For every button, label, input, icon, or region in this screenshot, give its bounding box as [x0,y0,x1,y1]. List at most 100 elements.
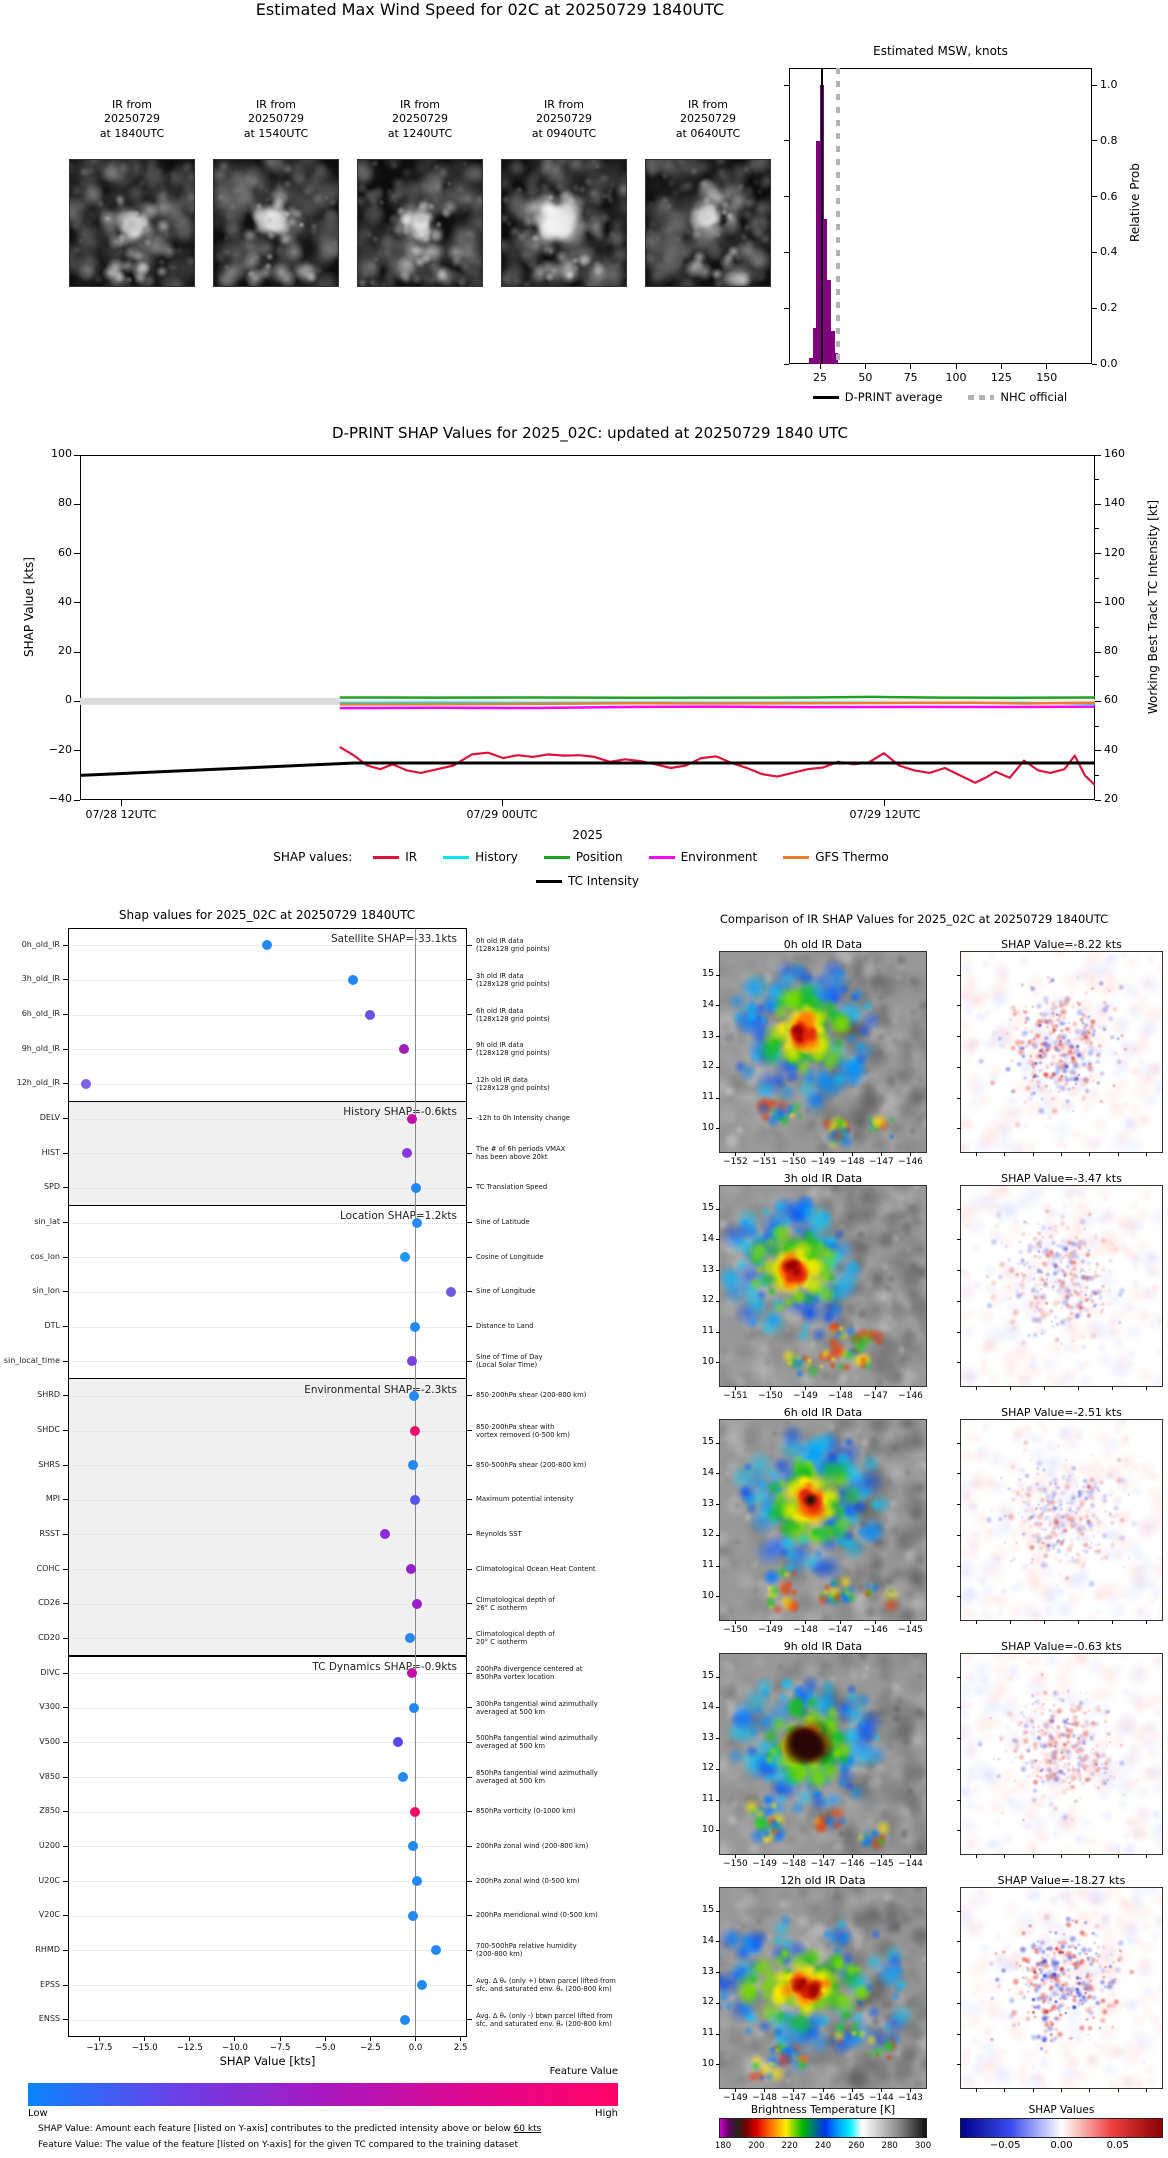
lon-tick-mark [804,1386,806,1390]
shap-map-12h [960,1887,1163,2089]
ts-ytick-mark-right [1095,503,1101,505]
ir-thumb-label-line: IR from [544,98,584,111]
shap-lon-tick-mark [1078,1386,1080,1390]
feature-description-line: 850-200hPa shear (200-800 km) [476,1391,587,1400]
lon-tick-mark [840,1386,841,1390]
lat-tick-mark [716,1676,720,1678]
shap-lat-tick-mark [957,2033,961,2035]
desc-tick [467,1880,472,1882]
dotplot-gridline [68,1499,467,1501]
lon-tick-mark [910,1854,912,1858]
desc-tick [467,1464,472,1466]
hist-legend-label: NHC official [1000,390,1068,404]
feature-tick [63,944,68,946]
hist-ytick-mark [1092,140,1097,142]
lat-tick-label: 14 [701,1700,714,1712]
feature-description-line: Climatological depth of [476,1595,555,1604]
feature-description: 12h old IR data (128x128 grid points) [476,1076,666,1092]
ir-thumb-label: IR from 20250729 at 1540UTC [214,98,338,141]
feature-description-line: Avg. Δ θₑ (only +) btwn parcel lifted fr… [476,1977,616,1986]
dotplot-title: Shap values for 2025_02C at 20250729 184… [118,908,416,922]
feature-label: V500 [39,1736,60,1746]
shap-lon-tick-mark [975,1620,977,1624]
ts-minor-tick-right [1095,774,1099,776]
lat-tick-mark [716,2002,720,2004]
shap-dot [379,1529,390,1540]
feature-description: 700-500hPa relative humidity (200-800 km) [476,1942,666,1958]
dotplot-xtick-mark [189,2037,191,2041]
ir-thumb-label-line: at 1840UTC [99,126,165,140]
feature-description-line: 200hPa meridional wind (0-500 km) [476,1911,598,1920]
desc-tick [467,1187,472,1189]
lat-tick-mark [716,1473,720,1475]
feature-label: SHDC [37,1425,60,1435]
dotplot-gridline [68,979,467,981]
dotplot-gridline [68,1049,467,1051]
ir-map-9h [719,1653,927,1855]
desc-tick [467,1568,472,1570]
shap-dot [347,974,358,985]
shap-tick-label: 0.00 [1050,2140,1073,2151]
feature-label: 9h_old_IR [21,1043,60,1053]
ts-ytick-label-left: 100 [51,447,72,460]
ir-map-title: 12h old IR Data [780,1874,866,1887]
feature-tick [63,1845,68,1847]
lat-tick-label: 14 [701,1466,714,1478]
ts-ytick-label-right: 40 [1104,742,1118,756]
dotplot-gridline [68,1638,467,1640]
shap-lon-tick-mark [1089,2088,1091,2092]
feature-description: 500hPa tangential wind azimuthally averag… [476,1734,666,1750]
desc-tick [467,1152,472,1154]
shap-lon-tick-mark [1004,1854,1006,1858]
dotplot-zero-line [415,928,416,2037]
feature-description: Reynolds SST [476,1530,666,1538]
feature-description: Avg. Δ θₑ (only -) btwn parcel lifted fr… [476,2012,666,2028]
desc-tick [467,1915,472,1917]
feature-label: 12h_old_IR [16,1078,60,1088]
lon-tick-label: −147 [828,1625,853,1635]
desc-tick [467,1291,472,1293]
hist-xtick-label: 150 [1036,371,1058,384]
lon-tick-label: −148 [752,2093,777,2103]
lon-tick-label: −146 [898,1157,923,1167]
hist-bar [809,358,813,364]
histogram-legend: D-PRINT average NHC official [720,390,1160,404]
shap-lat-tick-mark [957,1972,961,1974]
desc-tick [467,1430,472,1432]
lon-tick-mark [764,1854,766,1858]
histogram-plot-area [789,68,1092,364]
dotplot-section-divider [68,1100,467,1103]
dotplot-gridline [68,1083,467,1085]
ts-minor-tick-right [1095,528,1099,530]
shap-dot [409,1702,420,1713]
feature-description-line: averaged at 500 km [476,1742,545,1751]
lon-tick-label: −145 [868,1859,894,1869]
lon-tick-mark [734,2088,736,2092]
lon-tick-label: −149 [723,2093,748,2103]
feature-label: U200 [38,1840,60,1850]
ts-xtick-label: 07/28 12UTC [85,808,157,821]
feature-tick [63,1118,68,1120]
feature-label: ENSS [38,2014,60,2024]
ts-xtick-label: 07/29 12UTC [849,808,921,821]
hist-xtick-mark [864,364,866,369]
shap-lon-tick-mark [1009,1620,1011,1624]
hist-ytick-label: 0.6 [1100,189,1118,203]
lat-tick-mark [716,974,720,976]
lon-tick-label: −152 [723,1157,748,1167]
ir-map-12h [719,1887,927,2089]
feature-label: HIST [41,1147,60,1157]
feature-label: V300 [39,1702,60,1712]
ir-thumb-label-line: IR from [112,98,152,111]
ir-thumb-label-line: 20250729 [392,112,448,126]
ts-ytick-mark-left [74,799,80,801]
ts-ytick-label-right: 20 [1104,792,1118,805]
shap-lon-tick-mark [1117,1854,1119,1858]
desc-tick [467,1360,472,1362]
lon-tick-label: −148 [793,1625,818,1635]
feature-tick [63,1083,68,1085]
desc-tick [467,1118,472,1120]
dotplot-gridline [68,1014,467,1016]
ir-thumb-label-line: 20250729 [248,112,304,126]
feature-description-line: Distance to Land [476,1322,534,1331]
